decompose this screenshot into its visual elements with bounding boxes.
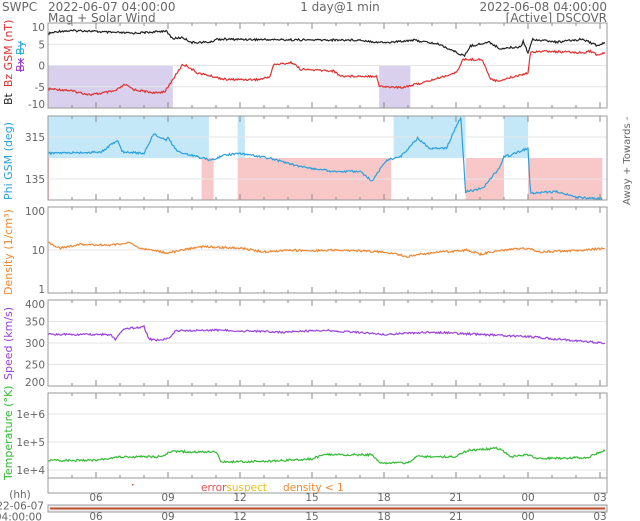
y-tick-label: 400 <box>25 299 45 311</box>
flag-legend: errorsuspect density < 1 <box>201 482 344 494</box>
x-tick-label: 12 <box>233 511 246 521</box>
x-tick-label: 15 <box>305 511 318 521</box>
bt-label: Bt <box>2 92 15 105</box>
y-tick-label: 0 <box>38 61 45 73</box>
temperature-axis-label: Temperature (°K) <box>2 386 15 481</box>
panel-frame <box>47 115 608 201</box>
x-tick-label: 00 <box>521 492 534 504</box>
speed-axis-label: Speed (km/s) <box>2 307 15 380</box>
density-series <box>47 241 606 258</box>
footer-date: 2022-06-07 <box>0 501 44 513</box>
legend-suspect: suspect <box>226 482 267 494</box>
y-tick-label: 300 <box>25 338 45 350</box>
bz-label: Bz GSM (nT) <box>2 20 15 88</box>
y-tick-label: 5 <box>38 39 45 51</box>
x-tick-label: 06 <box>89 511 103 521</box>
y-tick-label: -10 <box>28 99 45 111</box>
y-tick-label: 350 <box>25 317 45 329</box>
status-badge: [Active] <box>506 11 552 25</box>
spacecraft-label: DSCOVR <box>556 11 607 25</box>
legend-error: error <box>201 482 227 494</box>
end-time: 2022-06-08 04:00:00 <box>480 0 607 14</box>
x-tick-label: 21 <box>449 492 462 504</box>
x-tick-label: 06 <box>89 492 103 504</box>
bz-gsm-series <box>47 49 606 97</box>
hour-unit-label: (hh) <box>9 489 31 501</box>
bt-axis-label: Bt Bz GSM (nT) <box>2 20 15 105</box>
legend-density-flag: density < 1 <box>283 482 344 494</box>
y-tick-label: 250 <box>25 360 45 372</box>
y-tick-label: 1e+5 <box>16 437 45 449</box>
error-flag-mark <box>132 484 134 486</box>
time-span: 1 day@1 min <box>300 0 380 14</box>
x-axis-labels: 06 06 09 09 12 12 15 15 18 18 21 21 00 00 03 03 <box>89 492 606 521</box>
x-tick-label: 12 <box>233 492 246 504</box>
y-tick-label: 200 <box>25 377 45 389</box>
bx-by-axis-label: Bx By <box>14 40 27 72</box>
panel-frame <box>47 206 608 294</box>
x-tick-label: 09 <box>161 511 174 521</box>
away-towards-label: Away + Towards - <box>622 116 633 205</box>
by-label: By <box>14 40 27 55</box>
flag-frame <box>47 477 608 494</box>
panel-phi: 315 135 <box>25 115 608 201</box>
panel-mag: 10 5 0 -5 -10 <box>28 22 608 111</box>
y-tick-label: 10 <box>32 22 45 34</box>
x-tick-label: 09 <box>161 492 174 504</box>
panels: 10 5 0 -5 -10 315 135 100 10 1 400 350 300 250 200 1e+6… <box>16 22 608 494</box>
panel-density: 100 10 1 <box>25 206 608 296</box>
y-tick-label: 1e+6 <box>16 409 45 421</box>
org-label: SWPC <box>2 0 37 14</box>
temperature-series <box>47 446 606 465</box>
panel-frame <box>47 22 608 109</box>
x-tick-label: 18 <box>377 492 390 504</box>
y-tick-label: -5 <box>35 82 45 94</box>
panel-temperature: 1e+6 1e+5 1e+4 <box>16 392 608 479</box>
x-tick-label: 21 <box>449 511 462 521</box>
x-tick-label: 03 <box>593 492 606 504</box>
speed-series <box>47 324 606 345</box>
bx-label: Bx <box>14 57 27 72</box>
panel-frame <box>47 392 608 479</box>
y-tick-label: 315 <box>25 132 45 144</box>
status-line: [Active] DSCOVR <box>506 11 607 25</box>
chart-subtitle: Mag + Solar Wind <box>48 11 156 25</box>
x-tick-label: 03 <box>593 511 606 521</box>
panel-speed: 400 350 300 250 200 <box>25 299 608 389</box>
panel-frame <box>47 299 608 387</box>
y-tick-label: 100 <box>25 206 45 218</box>
start-time: 2022-06-07 04:00:00 <box>48 0 175 14</box>
y-tick-label: 1e+4 <box>16 465 45 477</box>
footer-time: 04:00:00 <box>0 512 42 521</box>
flag-strip <box>47 477 608 494</box>
phi-axis-label: Phi GSM (deg) <box>2 122 15 200</box>
density-axis-label: Density (1/cm³) <box>2 209 15 295</box>
x-tick-label: 18 <box>377 511 390 521</box>
y-tick-label: 1 <box>38 284 45 296</box>
phi-gsm-series <box>47 117 603 201</box>
y-tick-label: 10 <box>32 245 45 257</box>
x-tick-label: 15 <box>305 492 318 504</box>
y-tick-label: 135 <box>25 174 45 186</box>
x-tick-label: 00 <box>521 511 534 521</box>
bt-series <box>47 29 606 58</box>
